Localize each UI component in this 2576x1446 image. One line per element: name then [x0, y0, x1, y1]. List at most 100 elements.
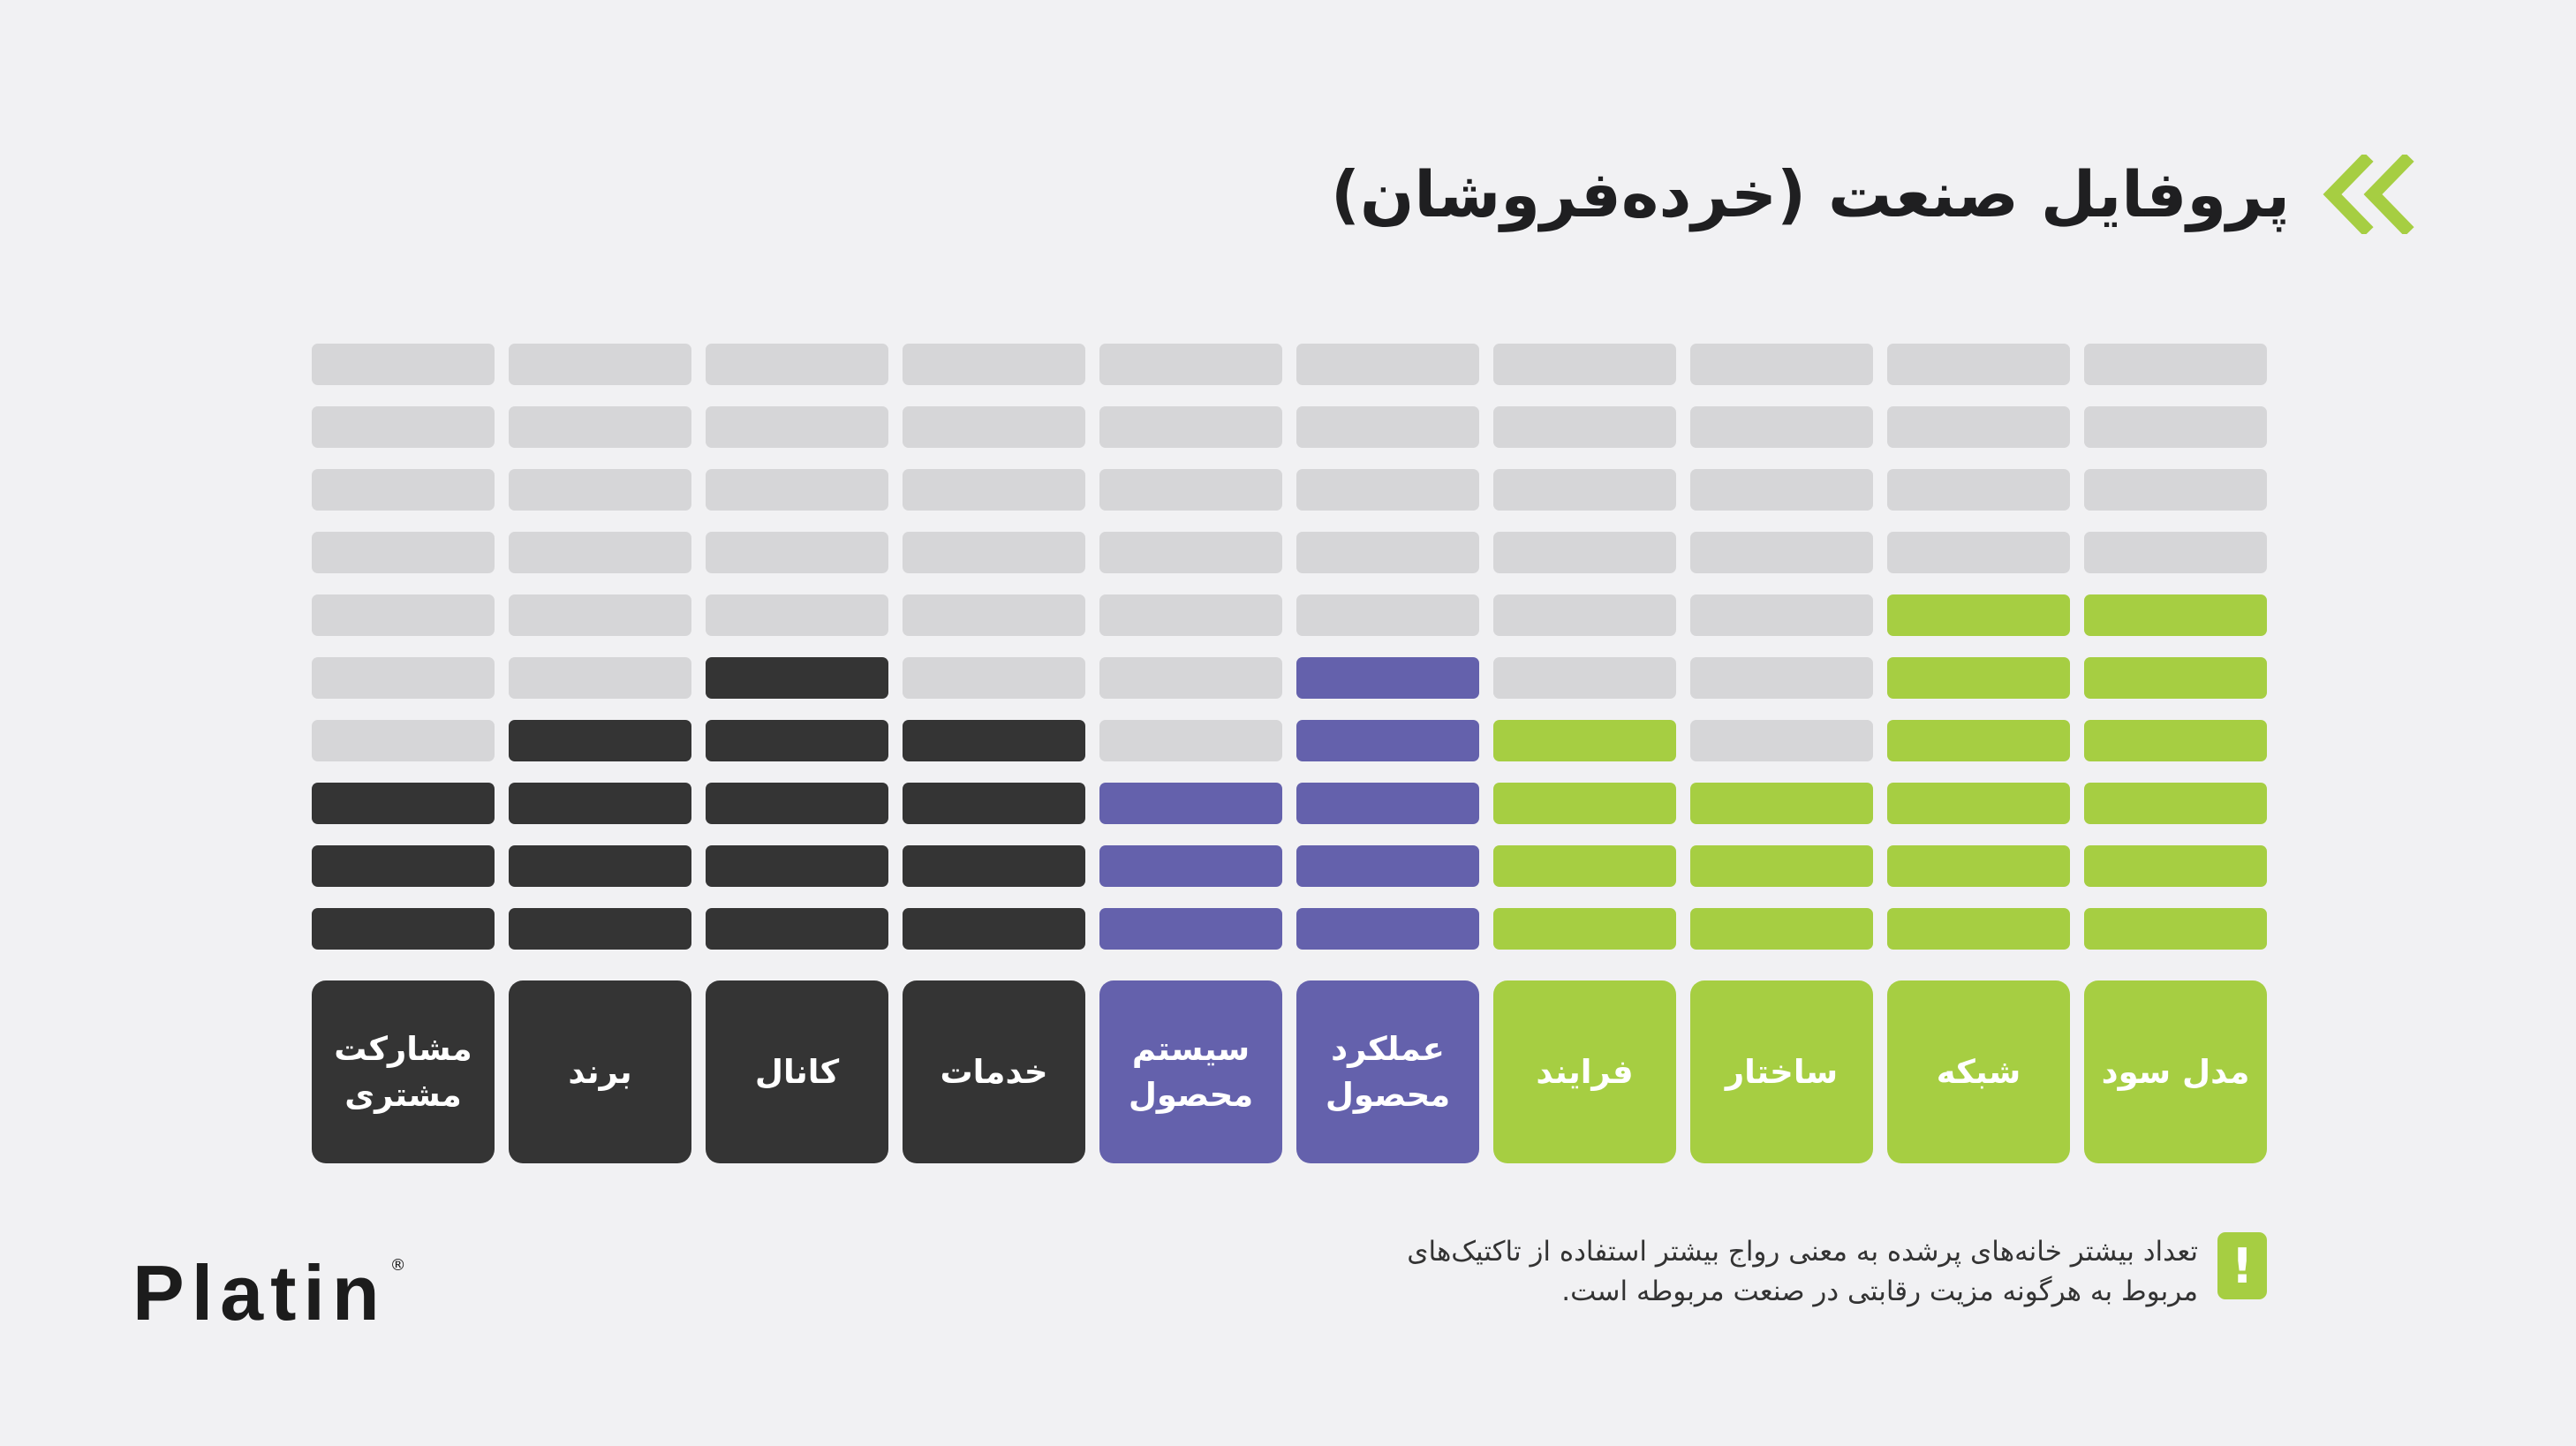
bar-segment-empty — [312, 406, 495, 448]
bar-segment-empty — [2084, 344, 2267, 385]
bar-segment-empty — [1296, 532, 1479, 573]
bar-segment-empty — [1099, 657, 1282, 699]
bar-segment-empty — [1099, 344, 1282, 385]
bar-segment-empty — [1493, 657, 1676, 699]
category-label: خدمات — [940, 1052, 1048, 1091]
category-label: عملکرد محصول — [1325, 1029, 1451, 1114]
bar-segment-filled — [509, 845, 691, 887]
bar-segment-filled — [1887, 594, 2070, 636]
bar-segment-empty — [1296, 469, 1479, 511]
bar-segment-filled — [1887, 908, 2070, 950]
bar-segment-empty — [903, 344, 1085, 385]
footnote: ! تعداد بیشتر خانه‌های پرشده به معنی روا… — [1031, 1232, 2267, 1312]
category-label-card: فرایند — [1493, 980, 1676, 1163]
bar-segment-filled — [1493, 783, 1676, 824]
logo-text: Platin — [132, 1249, 387, 1336]
registered-mark: ® — [389, 1256, 406, 1275]
category-label: مشارکت مشتری — [334, 1029, 472, 1114]
category-label: برند — [568, 1052, 632, 1091]
category-label-card: سیستم محصول — [1099, 980, 1282, 1163]
bar-segment-empty — [312, 720, 495, 761]
bar-segment-empty — [706, 406, 888, 448]
bar-segment-filled — [1887, 783, 2070, 824]
footnote-text: تعداد بیشتر خانه‌های پرشده به معنی رواج … — [1407, 1232, 2198, 1312]
bar-segment-empty — [312, 344, 495, 385]
bar-segment-empty — [706, 469, 888, 511]
bar-segment-filled — [1099, 908, 1282, 950]
category-label-card: عملکرد محصول — [1296, 980, 1479, 1163]
double-chevron-left-icon — [2323, 155, 2414, 234]
bar-segment-empty — [509, 406, 691, 448]
bar-segment-filled — [2084, 594, 2267, 636]
bar-segment-empty — [509, 594, 691, 636]
bar-segment-empty — [312, 469, 495, 511]
bar-segment-filled — [2084, 908, 2267, 950]
bar-segment-filled — [509, 720, 691, 761]
category-label: فرایند — [1536, 1052, 1634, 1091]
bar-segment-filled — [1493, 845, 1676, 887]
category-label-card: ساختار — [1690, 980, 1873, 1163]
bar-segment-filled — [1296, 783, 1479, 824]
footnote-line-1: تعداد بیشتر خانه‌های پرشده به معنی رواج … — [1407, 1236, 2198, 1268]
bar-segment-filled — [1296, 908, 1479, 950]
bar-segment-filled — [903, 845, 1085, 887]
category-label: مدل سود — [2101, 1052, 2250, 1091]
category-label: سیستم محصول — [1128, 1029, 1254, 1114]
category-label-card: خدمات — [903, 980, 1085, 1163]
category-label-card: شبکه — [1887, 980, 2070, 1163]
bar-segment-empty — [1690, 469, 1873, 511]
bar-segment-empty — [706, 532, 888, 573]
bar-segment-filled — [706, 783, 888, 824]
bar-segment-filled — [1296, 720, 1479, 761]
bar-segment-empty — [1887, 532, 2070, 573]
bar-segment-empty — [1099, 469, 1282, 511]
bar-segment-empty — [1690, 532, 1873, 573]
bar-segment-filled — [1887, 657, 2070, 699]
bar-segment-empty — [1099, 406, 1282, 448]
bar-segment-filled — [1296, 657, 1479, 699]
bar-segment-filled — [312, 845, 495, 887]
bar-segment-filled — [2084, 845, 2267, 887]
bar-segment-empty — [903, 532, 1085, 573]
bar-segment-empty — [1493, 532, 1676, 573]
category-label: کانال — [754, 1052, 840, 1091]
bar-segment-empty — [1099, 720, 1282, 761]
bar-segment-filled — [2084, 720, 2267, 761]
bar-segment-empty — [1690, 594, 1873, 636]
bar-segment-empty — [509, 532, 691, 573]
bar-segment-filled — [1493, 720, 1676, 761]
bar-segment-empty — [903, 406, 1085, 448]
bar-segment-filled — [1493, 908, 1676, 950]
exclamation-icon: ! — [2217, 1232, 2267, 1299]
bar-segment-filled — [706, 720, 888, 761]
bar-segment-empty — [509, 657, 691, 699]
title-block: پروفایل صنعت (خرده‌فروشان) — [1331, 132, 2417, 256]
bar-segment-empty — [2084, 469, 2267, 511]
bar-segment-filled — [2084, 783, 2267, 824]
category-label-card: مشارکت مشتری — [312, 980, 495, 1163]
bar-segment-empty — [1887, 344, 2070, 385]
bar-segment-filled — [1887, 720, 2070, 761]
bar-segment-empty — [312, 532, 495, 573]
bar-segment-empty — [1493, 594, 1676, 636]
bar-segment-empty — [1296, 594, 1479, 636]
bar-segment-filled — [2084, 657, 2267, 699]
bar-segment-empty — [903, 594, 1085, 636]
bar-segment-empty — [1099, 594, 1282, 636]
bar-segment-empty — [312, 657, 495, 699]
bar-segment-empty — [1690, 720, 1873, 761]
page-title: پروفایل صنعت (خرده‌فروشان) — [1331, 157, 2290, 231]
bar-segment-filled — [1099, 783, 1282, 824]
bar-segment-empty — [509, 344, 691, 385]
bar-segment-empty — [1690, 406, 1873, 448]
bar-segment-filled — [1887, 845, 2070, 887]
category-label-card: کانال — [706, 980, 888, 1163]
bar-segment-filled — [1099, 845, 1282, 887]
platin-logo: Platin ® — [132, 1254, 406, 1332]
bar-segment-empty — [2084, 532, 2267, 573]
bar-segment-empty — [1690, 657, 1873, 699]
bar-segment-empty — [1493, 406, 1676, 448]
bar-segment-empty — [1887, 469, 2070, 511]
bar-segment-empty — [509, 469, 691, 511]
